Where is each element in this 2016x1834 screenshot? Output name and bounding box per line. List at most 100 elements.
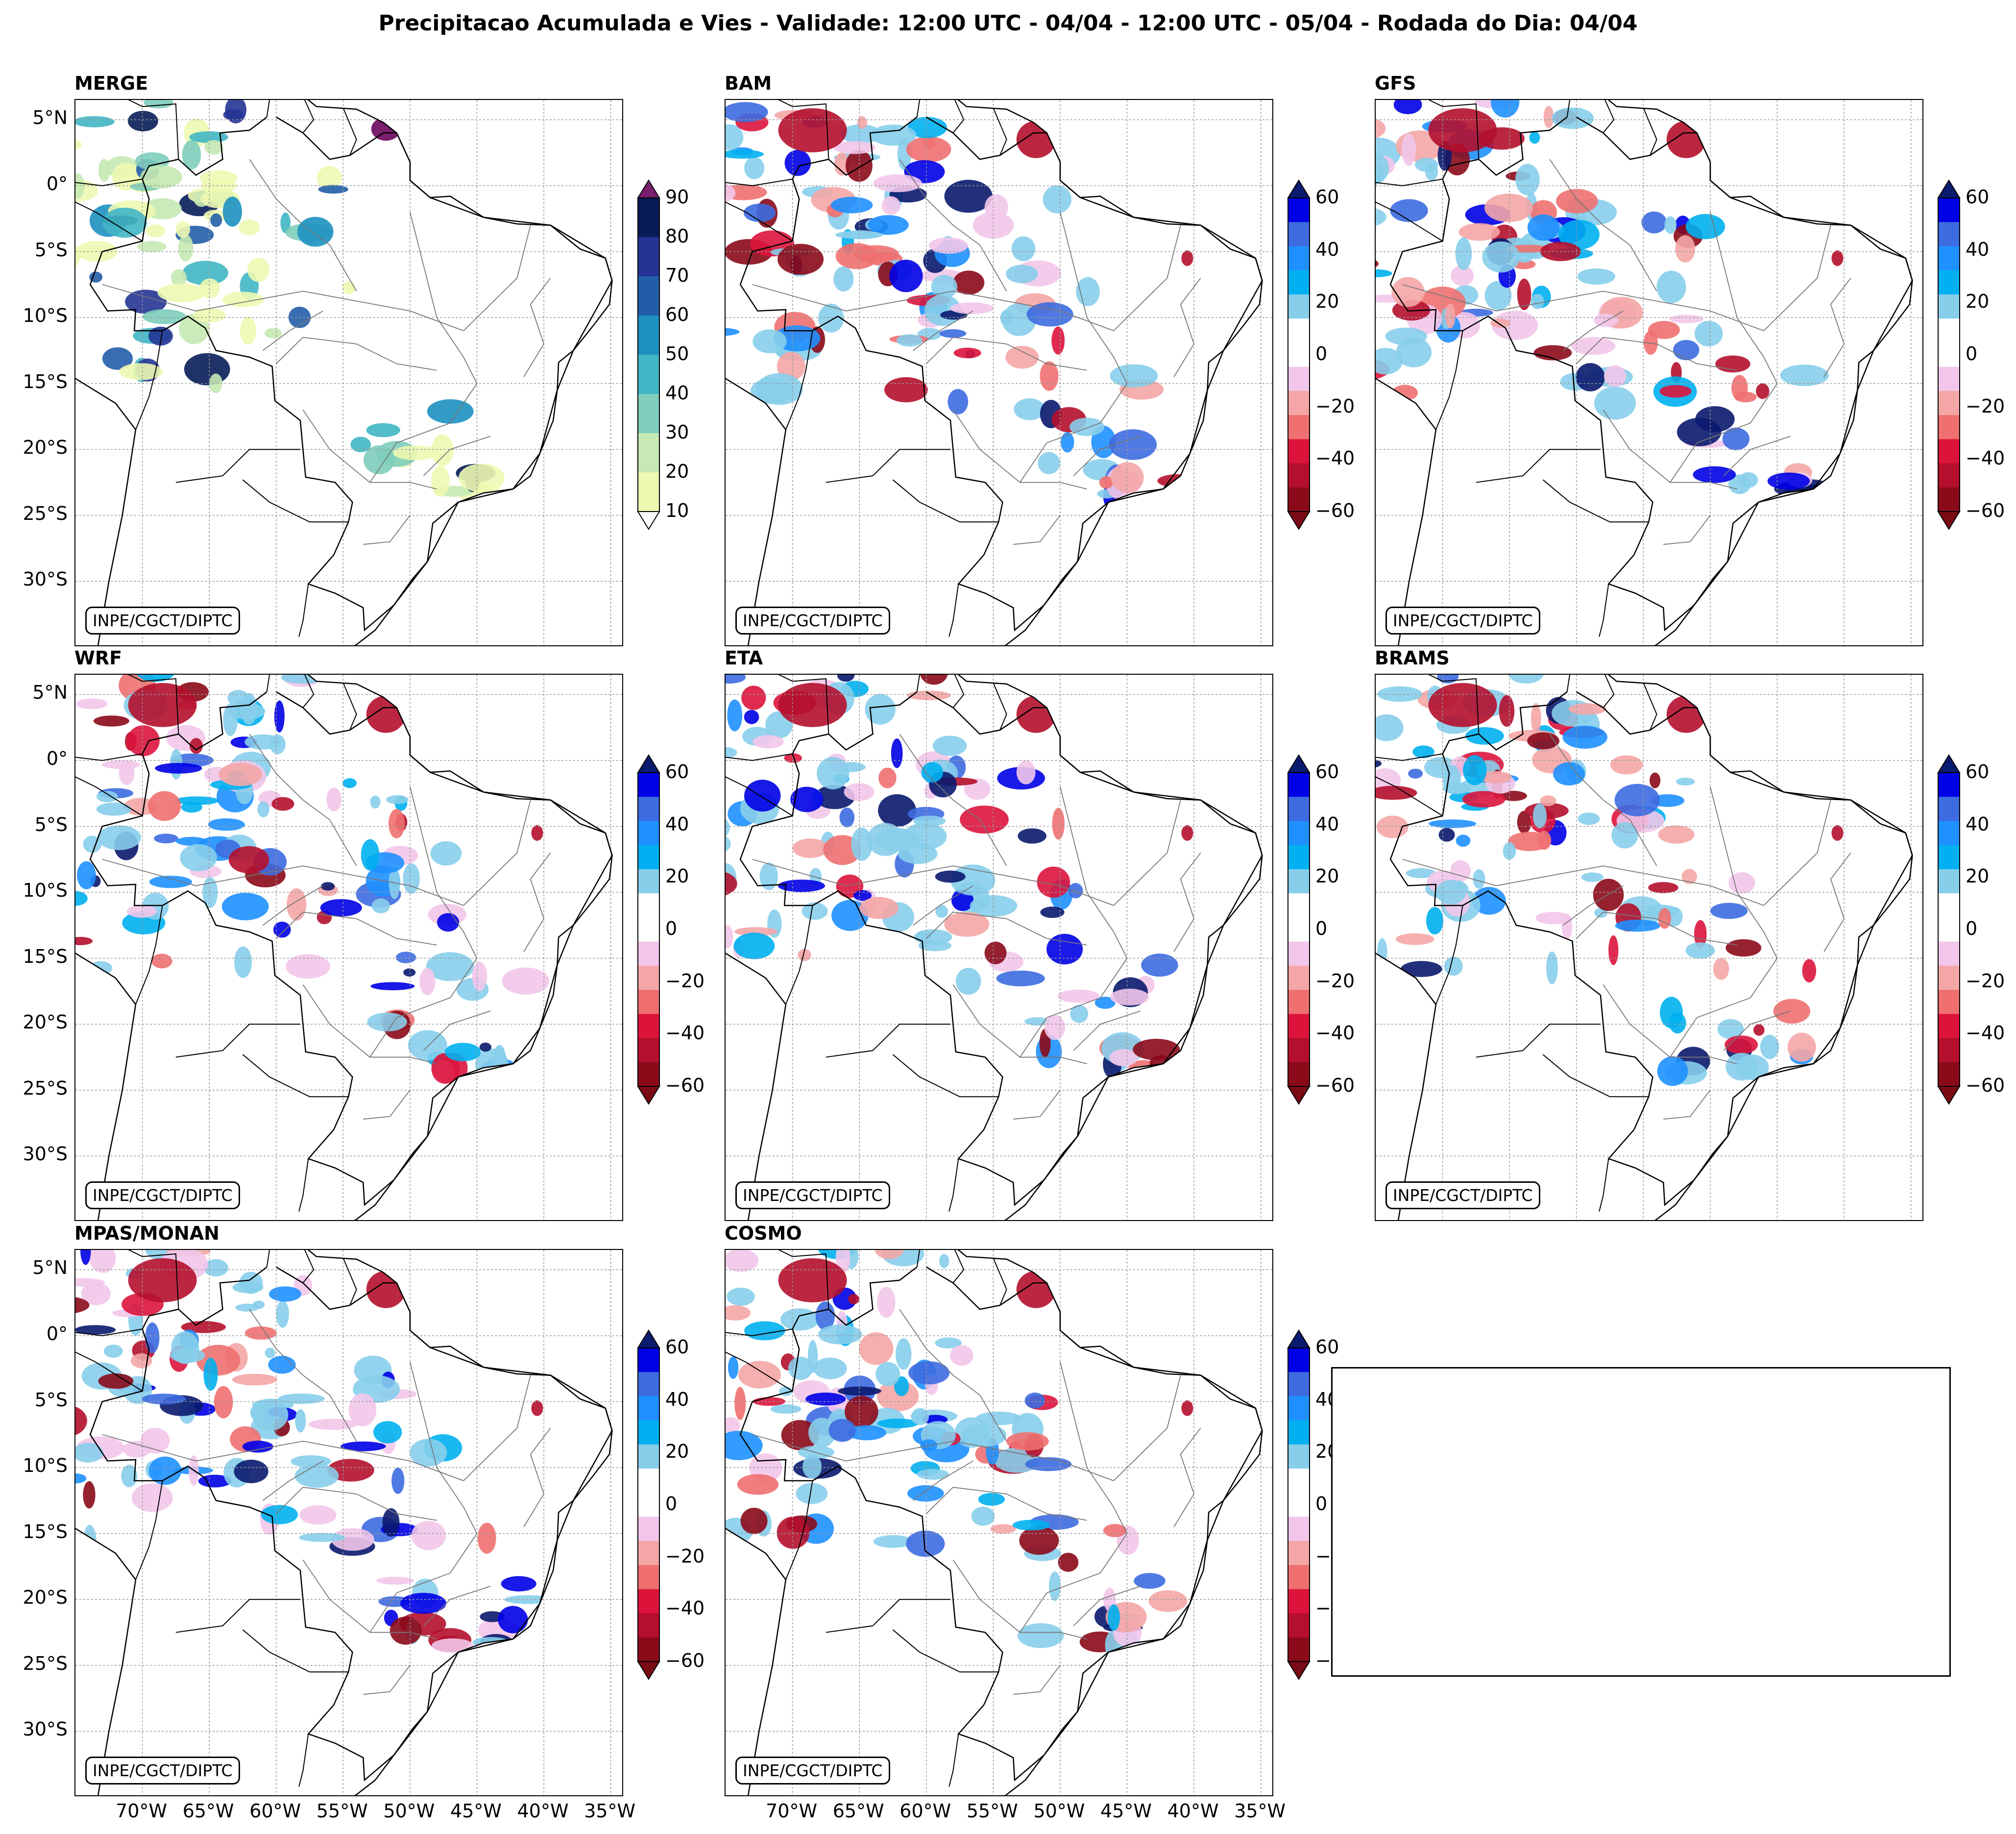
- colorbar-segment: [1938, 222, 1960, 246]
- precip-cell: [98, 1373, 134, 1389]
- dry-bias-cell: [1181, 250, 1193, 266]
- coastline: [1376, 675, 1913, 1220]
- dry-bias-cell: [128, 1258, 197, 1302]
- precip-cell: [280, 212, 291, 233]
- colorbar-tick-label: 40: [665, 813, 689, 835]
- precip-cell: [97, 825, 141, 850]
- colorbar-segment: [638, 1420, 659, 1445]
- country-border: [778, 675, 829, 734]
- state-border: [369, 1533, 478, 1633]
- lat-tick-label: 5°N: [32, 1257, 68, 1279]
- precip-cell: [1676, 778, 1695, 786]
- precip-cell: [1725, 1035, 1758, 1054]
- bias-colorbar: [637, 754, 660, 1109]
- precip-cell: [1546, 951, 1558, 984]
- coastline: [1376, 100, 1913, 645]
- country-border: [993, 107, 1007, 156]
- country-border: [785, 1480, 813, 1580]
- precip-cell: [1456, 834, 1471, 847]
- precip-cell: [223, 109, 244, 121]
- precip-cell: [196, 1345, 241, 1376]
- state-border: [1549, 159, 1657, 292]
- precip-cell: [734, 927, 777, 936]
- precip-cell: [1451, 265, 1474, 286]
- precip-cell: [867, 823, 904, 856]
- precip-cell: [235, 1303, 259, 1312]
- precip-cell: [80, 1250, 91, 1265]
- precip-cell: [1445, 303, 1456, 329]
- colorbar-segment: [638, 394, 659, 434]
- country-border: [778, 1250, 829, 1310]
- precip-cell: [261, 1505, 298, 1524]
- country-border: [1476, 449, 1601, 483]
- lat-tick-label: 20°S: [23, 1587, 68, 1609]
- precip-cell: [914, 929, 952, 945]
- precip-cell: [960, 806, 1009, 834]
- precip-cell: [737, 1474, 779, 1495]
- precip-cell: [944, 179, 993, 213]
- dry-bias-cell: [1831, 250, 1844, 266]
- lon-tick-label: 65°W: [182, 1800, 234, 1822]
- precip-cell: [897, 334, 923, 347]
- precip-cell: [852, 245, 899, 263]
- country-border: [128, 100, 179, 160]
- lat-tick-label: 20°S: [23, 1011, 68, 1033]
- panel-title: COSMO: [725, 1223, 802, 1244]
- colorbar-segment: [1288, 941, 1310, 966]
- precip-cell: [364, 445, 395, 474]
- country-border: [826, 449, 950, 483]
- precip-cell: [1556, 189, 1598, 214]
- colorbar-segment: [638, 1637, 659, 1662]
- country-border: [75, 178, 143, 186]
- precip-cell: [247, 257, 269, 282]
- precip-cell: [1530, 293, 1544, 309]
- precip-cell: [1482, 241, 1520, 273]
- colorbar-frame: [1938, 197, 1960, 512]
- precip-cell: [1094, 997, 1116, 1009]
- precip-cell: [430, 841, 462, 866]
- state-border: [752, 1434, 1114, 1481]
- state-border: [1113, 225, 1181, 331]
- state-border: [410, 212, 478, 384]
- precip-cell: [935, 1337, 962, 1349]
- credit-label: INPE/CGCT/DIPTC: [1385, 607, 1540, 635]
- country-border: [135, 1480, 163, 1580]
- precip-cell: [755, 373, 803, 405]
- state-border: [899, 1309, 1007, 1442]
- precip-cell: [870, 124, 917, 146]
- precip-cell: [1673, 340, 1700, 361]
- precip-cell: [1412, 745, 1434, 758]
- state-border: [1173, 852, 1201, 952]
- dry-bias-cell: [1181, 825, 1193, 841]
- precip-cell: [859, 1332, 894, 1365]
- precip-cell: [326, 787, 342, 812]
- lat-tick-label: 30°S: [23, 568, 68, 590]
- coastline: [75, 675, 613, 1220]
- precip-cell: [865, 694, 896, 725]
- precip-cell: [873, 174, 923, 193]
- colorbar-tick-label: 60: [665, 1336, 689, 1358]
- country-border: [298, 1158, 309, 1212]
- colorbar-segment: [1938, 1062, 1960, 1087]
- precip-cell: [1710, 903, 1748, 919]
- precip-cell: [222, 196, 243, 227]
- colorbar-canvas: [1937, 754, 1961, 1105]
- precip-cell: [444, 1043, 481, 1062]
- precip-cell: [458, 464, 505, 492]
- colorbar-segment: [1938, 1038, 1960, 1063]
- colorbar-segment: [638, 276, 659, 316]
- map-canvas: [75, 675, 622, 1220]
- precip-cell: [1376, 206, 1386, 228]
- precip-cell: [75, 1278, 105, 1287]
- precip-cell: [1725, 939, 1762, 957]
- colorbar-segment: [1938, 367, 1960, 391]
- precip-cell: [148, 326, 173, 346]
- colorbar-segment: [1938, 439, 1960, 464]
- precip-cell: [1392, 385, 1418, 401]
- precip-cell: [214, 1386, 233, 1418]
- colorbar-tick-label: 40: [1966, 238, 1990, 260]
- colorbar-tick-label: −40: [665, 1022, 705, 1044]
- precip-cell: [271, 797, 294, 811]
- colorbar-segment: [1288, 893, 1310, 918]
- colorbar-canvas: [1287, 179, 1311, 530]
